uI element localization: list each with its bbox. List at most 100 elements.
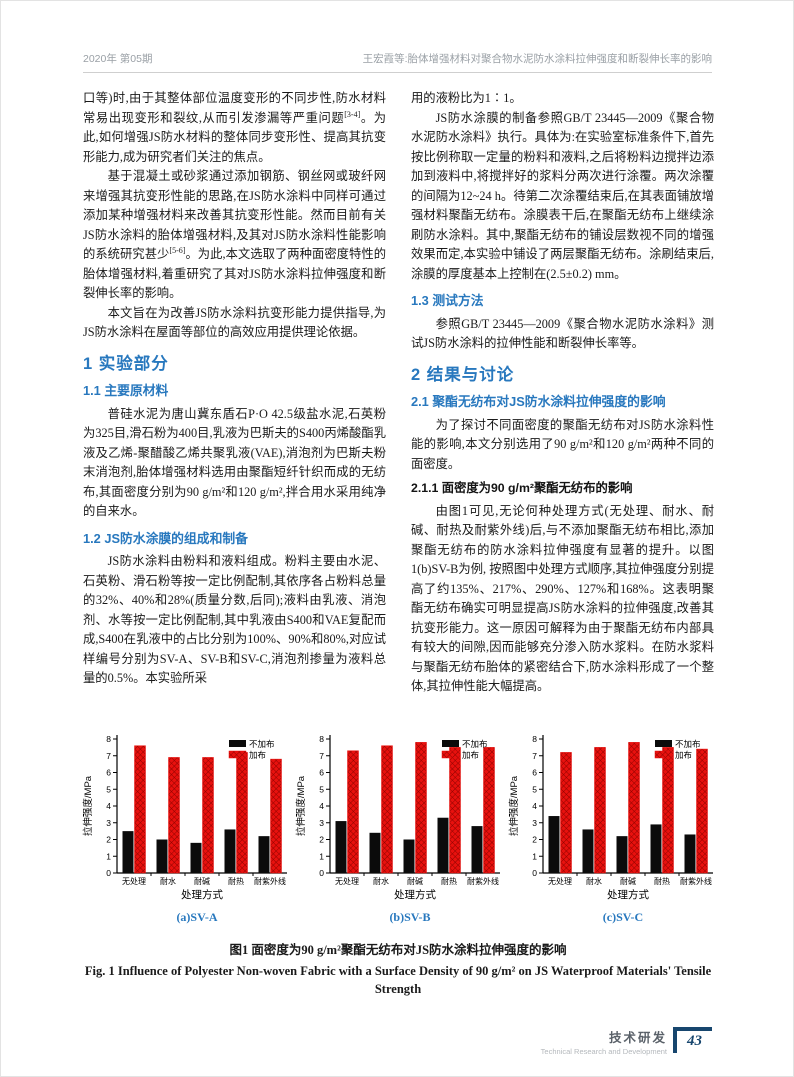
svg-text:1: 1 [106, 851, 111, 861]
svg-text:耐紫外线: 耐紫外线 [467, 876, 499, 886]
svg-text:3: 3 [319, 818, 324, 828]
svg-text:0: 0 [319, 868, 324, 878]
svg-text:耐热: 耐热 [654, 876, 670, 886]
svg-text:7: 7 [532, 751, 537, 761]
paragraph-test-method: 参照GB/T 23445—2009《聚合物水泥防水涂料》测试JS防水涂料的拉伸性… [411, 316, 714, 351]
svg-text:5: 5 [106, 784, 111, 794]
figure1-caption-zh: 图1 面密度为90 g/m²聚酯无纺布对JS防水涂料拉伸强度的影响 [229, 943, 567, 957]
svg-text:加布: 加布 [249, 750, 266, 760]
paragraph-intro-2: 基于混凝土或砂浆通过添加钢筋、钢丝网或玻纤网来增强其抗变形性能的思路,在JS防水… [83, 167, 386, 304]
panel-caption: (c)SV-C [602, 910, 644, 924]
section-1-3-heading: 1.3 测试方法 [411, 293, 484, 308]
svg-text:加布: 加布 [462, 750, 479, 760]
svg-text:耐碱: 耐碱 [407, 876, 423, 886]
svg-text:处理方式: 处理方式 [607, 888, 649, 901]
right-column: 用的液粉比为1∶1。 JS防水涂膜的制备参照GB/T 23445—2009《聚合… [411, 89, 714, 697]
svg-text:耐热: 耐热 [228, 876, 244, 886]
page-footer: 技术研发 Technical Research and Development … [541, 1027, 712, 1056]
svg-text:拉伸强度/MPa: 拉伸强度/MPa [82, 775, 94, 836]
svg-text:6: 6 [532, 768, 537, 778]
svg-text:耐碱: 耐碱 [194, 876, 210, 886]
svg-text:处理方式: 处理方式 [394, 888, 436, 901]
figure1-caption: 图1 面密度为90 g/m²聚酯无纺布对JS防水涂料拉伸强度的影响 Fig. 1… [1, 939, 793, 998]
bar-chart-sv-b: 0 1 2 3 4 5 6 7 8 无处理 耐水 耐碱 耐热 耐紫外线 拉伸强度/MPa 处理方式 不加布 加布 (… [294, 729, 504, 925]
citation-ref: [5-6] [169, 245, 186, 255]
svg-text:耐碱: 耐碱 [620, 876, 636, 886]
paragraph-text: 。为此,本文选取了两种面密度特性的胎体增强材料,着重研究了其对JS防水涂料拉伸强… [83, 247, 386, 300]
svg-text:不加布: 不加布 [462, 739, 488, 749]
section-1-1-heading: 1.1 主要原材料 [83, 383, 169, 398]
svg-text:3: 3 [106, 818, 111, 828]
section-2-1-heading: 2.1 聚酯无纺布对JS防水涂料拉伸强度的影响 [411, 394, 666, 409]
svg-text:无处理: 无处理 [335, 876, 359, 886]
svg-text:8: 8 [532, 734, 537, 744]
paragraph-intro-1: 口等)时,由于其整体部位温度变形的不同步性,防水材料常易出现变形和裂纹,从而引发… [83, 89, 386, 167]
paragraph-composition: JS防水涂料由粉料和液料组成。粉料主要由水泥、石英粉、滑石粉等按一定比例配制,其… [83, 554, 386, 685]
section-2-heading: 2 结果与讨论 [411, 365, 515, 384]
svg-text:4: 4 [532, 801, 537, 811]
svg-text:加布: 加布 [675, 750, 692, 760]
svg-text:8: 8 [106, 734, 111, 744]
paragraph-preparation: JS防水涂膜的制备参照GB/T 23445—2009《聚合物水泥防水涂料》执行。… [411, 110, 714, 281]
svg-text:2: 2 [106, 835, 111, 845]
svg-text:拉伸强度/MPa: 拉伸强度/MPa [295, 775, 307, 836]
svg-text:1: 1 [319, 851, 324, 861]
paragraph-continuation: 用的液粉比为1∶1。 [411, 91, 522, 105]
svg-text:7: 7 [319, 751, 324, 761]
svg-text:6: 6 [106, 768, 111, 778]
paragraph-text: 基于混凝土或砂浆通过添加钢筋、钢丝网或玻纤网来增强其抗变形性能的思路,在JS防水… [83, 169, 386, 261]
two-column-body: 口等)时,由于其整体部位温度变形的不同步性,防水材料常易出现变形和裂纹,从而引发… [83, 89, 714, 697]
svg-text:耐水: 耐水 [160, 876, 176, 886]
paragraph-intro-3: 本文旨在为改善JS防水涂料抗变形能力提供指导,为JS防水涂料在屋面等部位的高效应… [83, 305, 386, 340]
svg-text:不加布: 不加布 [249, 739, 275, 749]
citation-ref: [3-4] [344, 109, 361, 119]
footer-section-labels: 技术研发 Technical Research and Development [541, 1027, 667, 1056]
footer-section-zh: 技术研发 [608, 1031, 667, 1045]
running-title: 王宏霞等:胎体增强材料对聚合物水泥防水涂料拉伸强度和断裂伸长率的影响 [362, 53, 712, 65]
section-2-1-1-heading: 2.1.1 面密度为90 g/m²聚酯无纺布的影响 [411, 481, 633, 495]
svg-text:2: 2 [319, 835, 324, 845]
page-number-box: 43 [673, 1027, 712, 1053]
panel-caption: (b)SV-B [389, 910, 431, 924]
figure1-charts: 0 1 2 3 4 5 6 7 8 无处理 耐水 耐碱 耐热 耐紫外线 拉伸强度/MPa 处理方式 不加布 加布(… [81, 729, 717, 925]
page-number: 43 [687, 1033, 702, 1049]
svg-text:0: 0 [106, 868, 111, 878]
section-1-heading: 1 实验部分 [83, 354, 169, 373]
paragraph-text: 口等)时,由于其整体部位温度变形的不同步性,防水材料常易出现变形和裂纹,从而引发… [83, 91, 386, 125]
paragraph-density-intro: 为了探讨不同面密度的聚酯无纺布对JS防水涂料性能的影响,本文分别选用了90 g/… [411, 417, 714, 471]
svg-text:4: 4 [319, 801, 324, 811]
svg-text:0: 0 [532, 868, 537, 878]
svg-text:耐紫外线: 耐紫外线 [254, 876, 286, 886]
page-header: 2020年 第05期 王宏霞等:胎体增强材料对聚合物水泥防水涂料拉伸强度和断裂伸… [83, 51, 712, 73]
bar-chart-sv-c: 0 1 2 3 4 5 6 7 8 无处理 耐水 耐碱 耐热 耐紫外线 拉伸强度/MPa 处理方式 不加布 加布 (… [507, 729, 717, 925]
svg-text:5: 5 [319, 784, 324, 794]
paragraph-results: 由图1可见,无论何种处理方式(无处理、耐水、耐碱、耐热及耐紫外线)后,与不添加聚… [411, 503, 714, 694]
issue-label: 2020年 第05期 [83, 53, 153, 65]
svg-text:耐紫外线: 耐紫外线 [680, 876, 712, 886]
svg-text:处理方式: 处理方式 [181, 888, 223, 901]
svg-text:耐水: 耐水 [373, 876, 389, 886]
panel-caption: (a)SV-A [176, 910, 218, 924]
svg-text:7: 7 [106, 751, 111, 761]
svg-text:6: 6 [319, 768, 324, 778]
svg-text:8: 8 [319, 734, 324, 744]
svg-text:4: 4 [106, 801, 111, 811]
left-column: 口等)时,由于其整体部位温度变形的不同步性,防水材料常易出现变形和裂纹,从而引发… [83, 89, 386, 697]
svg-text:耐水: 耐水 [586, 876, 602, 886]
svg-text:5: 5 [532, 784, 537, 794]
figure1-caption-en: Fig. 1 Influence of Polyester Non-woven … [84, 964, 712, 996]
svg-text:不加布: 不加布 [675, 739, 701, 749]
svg-text:1: 1 [532, 851, 537, 861]
svg-text:2: 2 [532, 835, 537, 845]
svg-text:无处理: 无处理 [122, 876, 146, 886]
svg-text:拉伸强度/MPa: 拉伸强度/MPa [508, 775, 520, 836]
svg-text:无处理: 无处理 [548, 876, 572, 886]
svg-text:耐热: 耐热 [441, 876, 457, 886]
section-1-2-heading: 1.2 JS防水涂膜的组成和制备 [83, 530, 248, 546]
footer-section-en: Technical Research and Development [540, 1047, 667, 1056]
paragraph-materials: 普硅水泥为唐山冀东盾石P·O 42.5级盐水泥,石英粉为325目,滑石粉为400… [83, 406, 386, 519]
svg-text:3: 3 [532, 818, 537, 828]
bar-chart-sv-a: 0 1 2 3 4 5 6 7 8 无处理 耐水 耐碱 耐热 耐紫外线 拉伸强度/MPa 处理方式 不加布 加布 (… [81, 729, 291, 925]
paragraph-text: 。为此,如何增强JS防水材料的整体同步变形性、提高其抗变形能力,成为研究者们关注… [83, 110, 386, 164]
